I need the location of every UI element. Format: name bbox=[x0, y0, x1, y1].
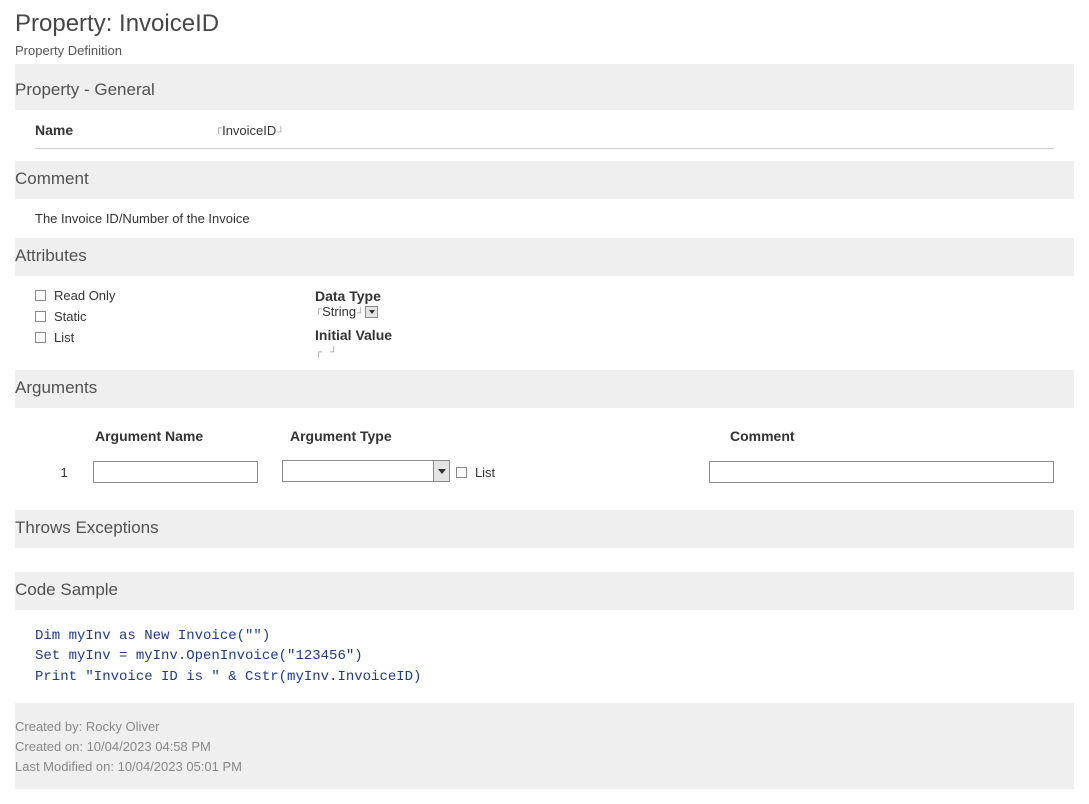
section-title-exceptions: Throws Exceptions bbox=[15, 510, 1074, 548]
chevron-down-icon bbox=[365, 306, 378, 318]
breadcrumb: Property Definition bbox=[15, 43, 1074, 58]
modified-on-label: Last Modified on: bbox=[15, 759, 114, 774]
args-col-name: Argument Name bbox=[95, 428, 290, 444]
section-title-attributes: Attributes bbox=[15, 238, 1074, 276]
list-label: List bbox=[54, 330, 74, 345]
initialvalue-field[interactable]: ┌┘ bbox=[315, 343, 1054, 358]
table-row: 1 List bbox=[35, 460, 1054, 498]
section-title-arguments: Arguments bbox=[15, 370, 1074, 408]
modified-on: 10/04/2023 05:01 PM bbox=[118, 759, 242, 774]
section-title-general: Property - General bbox=[15, 72, 1074, 110]
static-checkbox[interactable]: Static bbox=[35, 309, 315, 324]
code-sample[interactable]: Dim myInv as New Invoice("") Set myInv =… bbox=[35, 622, 1054, 691]
page-title: Property: InvoiceID bbox=[15, 10, 1074, 38]
argument-type-value bbox=[283, 461, 433, 481]
section-title-code: Code Sample bbox=[15, 572, 1074, 610]
readonly-checkbox[interactable]: Read Only bbox=[35, 288, 315, 303]
argument-name-input[interactable] bbox=[93, 461, 258, 483]
comment-text[interactable]: The Invoice ID/Number of the Invoice bbox=[35, 211, 1054, 226]
row-index: 1 bbox=[35, 465, 93, 480]
chevron-down-icon bbox=[433, 461, 449, 481]
static-label: Static bbox=[54, 309, 87, 324]
list-checkbox[interactable]: List bbox=[35, 330, 315, 345]
datatype-select[interactable]: ┌String┘ bbox=[315, 304, 378, 319]
name-label: Name bbox=[35, 122, 215, 138]
footer-meta: Created by: Rocky Oliver Created on: 10/… bbox=[15, 703, 1074, 777]
argument-comment-input[interactable] bbox=[709, 461, 1054, 483]
argument-list-label: List bbox=[475, 465, 495, 480]
name-value: InvoiceID bbox=[222, 123, 276, 138]
readonly-label: Read Only bbox=[54, 288, 115, 303]
argument-list-checkbox[interactable]: List bbox=[456, 465, 495, 480]
created-by-label: Created by: bbox=[15, 719, 82, 734]
exceptions-panel[interactable] bbox=[15, 548, 1074, 572]
created-by: Rocky Oliver bbox=[86, 719, 160, 734]
name-field[interactable]: ┌InvoiceID┘ bbox=[215, 123, 284, 138]
checkbox-icon bbox=[35, 332, 46, 343]
args-col-comment: Comment bbox=[730, 428, 1054, 444]
section-general: Property - General Name ┌InvoiceID┘ Comm… bbox=[15, 64, 1074, 789]
checkbox-icon bbox=[35, 311, 46, 322]
initialvalue-label: Initial Value bbox=[315, 327, 1054, 343]
args-col-type: Argument Type bbox=[290, 428, 465, 444]
datatype-label: Data Type bbox=[315, 288, 1054, 304]
argument-type-select[interactable] bbox=[282, 460, 450, 482]
datatype-value: String bbox=[322, 304, 356, 319]
created-on-label: Created on: bbox=[15, 739, 83, 754]
section-title-comment: Comment bbox=[15, 161, 1074, 199]
checkbox-icon bbox=[456, 467, 467, 478]
checkbox-icon bbox=[35, 290, 46, 301]
created-on: 10/04/2023 04:58 PM bbox=[87, 739, 211, 754]
